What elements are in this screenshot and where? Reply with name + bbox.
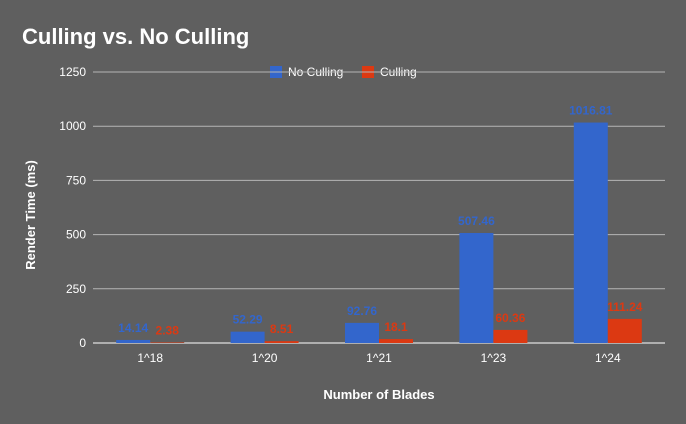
bar-no-culling [230, 331, 265, 343]
x-axis-title: Number of Blades [323, 387, 434, 402]
bar-no-culling [573, 122, 608, 343]
data-label: 92.76 [347, 304, 377, 318]
chart-title: Culling vs. No Culling [22, 24, 249, 49]
x-tick-label: 1^24 [595, 351, 621, 365]
bar-culling [379, 339, 413, 343]
bar-culling [150, 342, 185, 343]
x-tick-label: 1^20 [252, 351, 278, 365]
bar-no-culling [459, 232, 494, 343]
bar-culling [493, 329, 528, 343]
bar-no-culling [345, 322, 379, 343]
data-label: 60.36 [495, 311, 525, 325]
bars [116, 122, 642, 343]
bar-culling [607, 318, 642, 343]
gridlines [93, 71, 665, 344]
bar-culling [264, 341, 299, 343]
data-label: 111.24 [607, 300, 643, 314]
data-label: 14.14 [118, 321, 148, 335]
x-tick-label: 1^18 [137, 351, 163, 365]
data-label: 2.38 [156, 323, 180, 337]
data-labels: 14.14 2.38 52.29 8.51 92.76 18.1 507.46 60.36 10… [118, 104, 643, 338]
x-axis-ticks: 1^18 1^20 1^21 1^23 1^24 [137, 351, 621, 365]
y-axis-ticks: 0 250 500 750 1000 1250 [59, 65, 86, 350]
y-tick-label: 750 [66, 173, 86, 187]
y-tick-label: 1250 [59, 65, 86, 79]
data-label: 507.46 [458, 214, 495, 228]
y-tick-label: 0 [79, 336, 86, 350]
data-label: 52.29 [233, 313, 263, 327]
bar-no-culling [116, 339, 151, 343]
y-axis-title: Render Time (ms) [23, 160, 38, 270]
x-tick-label: 1^23 [481, 351, 507, 365]
data-label: 1016.81 [569, 104, 613, 118]
x-tick-label: 1^21 [366, 351, 392, 365]
data-label: 8.51 [270, 322, 294, 336]
y-tick-label: 1000 [59, 119, 86, 133]
y-tick-label: 500 [66, 228, 86, 242]
y-tick-label: 250 [66, 282, 86, 296]
data-label: 18.1 [384, 320, 408, 334]
